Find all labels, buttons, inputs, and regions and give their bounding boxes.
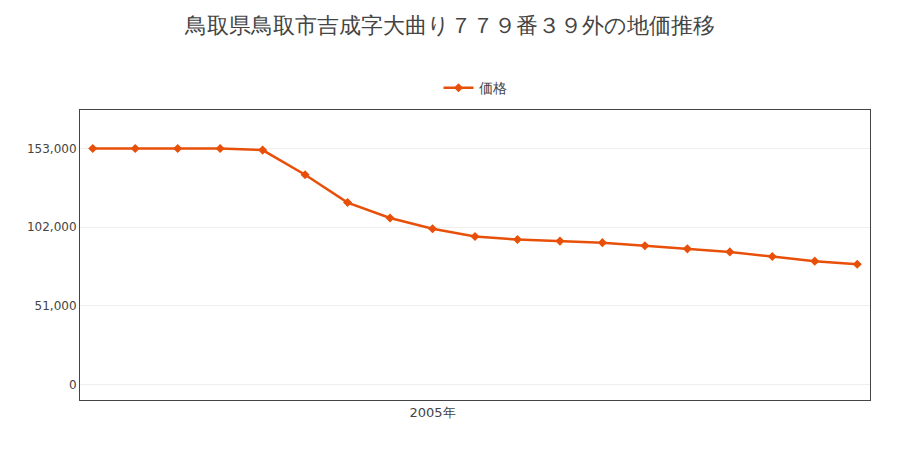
svg-text:102,000: 102,000	[27, 220, 77, 234]
svg-text:価格: 価格	[479, 80, 507, 96]
svg-text:鳥取県鳥取市吉成字大曲り７７９番３９外の地価推移: 鳥取県鳥取市吉成字大曲り７７９番３９外の地価推移	[184, 13, 715, 38]
svg-text:153,000: 153,000	[27, 142, 77, 156]
svg-text:2005年: 2005年	[409, 405, 455, 420]
svg-text:51,000: 51,000	[35, 299, 77, 313]
svg-text:0: 0	[69, 378, 77, 392]
